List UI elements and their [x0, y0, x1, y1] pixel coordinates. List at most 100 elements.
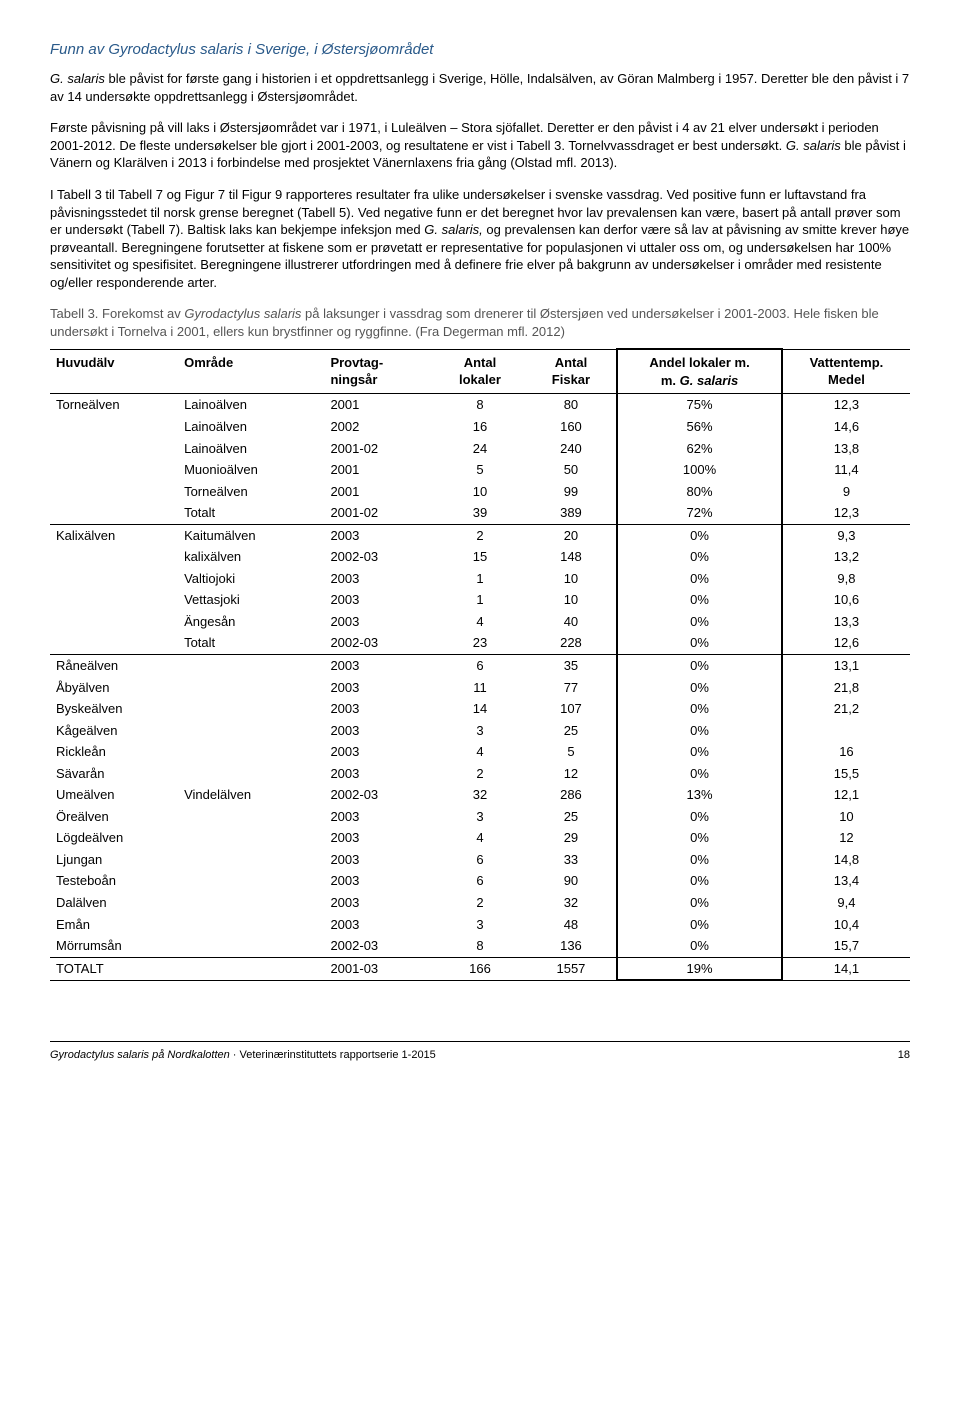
table-cell: 80% — [617, 481, 782, 503]
table-cell — [782, 720, 910, 742]
table-cell: Lögdeälven — [50, 827, 178, 849]
table-cell: 9 — [782, 481, 910, 503]
table-cell: 10 — [434, 481, 525, 503]
table-cell: 9,8 — [782, 568, 910, 590]
table-cell: 40 — [526, 611, 617, 633]
table-cell: 72% — [617, 502, 782, 524]
text: ble påvist for første gang i historien i… — [50, 71, 909, 104]
table-cell — [50, 459, 178, 481]
table-cell: 4 — [434, 741, 525, 763]
table-row: TorneälvenLainoälven200188075%12,3 — [50, 394, 910, 416]
table-cell: 2003 — [324, 741, 434, 763]
table-row: Råneälven20036350%13,1 — [50, 655, 910, 677]
table-cell: 0% — [617, 827, 782, 849]
table-cell: Byskeälven — [50, 698, 178, 720]
table-row: Lainoälven2001-022424062%13,8 — [50, 438, 910, 460]
table-cell: 1 — [434, 568, 525, 590]
table-cell: 2001 — [324, 459, 434, 481]
table-cell: 100% — [617, 459, 782, 481]
table-cell: 10 — [526, 589, 617, 611]
table-cell: Vindelälven — [178, 784, 324, 806]
table-cell: 5 — [526, 741, 617, 763]
table-cell: 11 — [434, 677, 525, 699]
table-cell: 13,2 — [782, 546, 910, 568]
table-cell — [178, 677, 324, 699]
table-cell: 2 — [434, 524, 525, 546]
table-row: Testeboån20036900%13,4 — [50, 870, 910, 892]
table-cell: Lainoälven — [178, 438, 324, 460]
table-row: UmeälvenVindelälven2002-033228613%12,1 — [50, 784, 910, 806]
table-cell: 2003 — [324, 806, 434, 828]
text: Tabell 3. Forekomst av — [50, 306, 184, 321]
table-header-cell: Antallokaler — [434, 349, 525, 394]
table-cell: 77 — [526, 677, 617, 699]
table-body: TorneälvenLainoälven200188075%12,3 Lainoä… — [50, 394, 910, 980]
table-cell: 2003 — [324, 611, 434, 633]
table-cell: Åbyälven — [50, 677, 178, 699]
table-cell: 13% — [617, 784, 782, 806]
table-header-cell: Område — [178, 349, 324, 394]
table-cell: 2003 — [324, 914, 434, 936]
table-header-row: HuvudälvOmrådeProvtag-ningsårAntallokale… — [50, 349, 910, 394]
table-row: Lögdeälven20034290%12 — [50, 827, 910, 849]
table-cell — [50, 632, 178, 654]
table-cell: 25 — [526, 806, 617, 828]
table-cell: 0% — [617, 849, 782, 871]
table-cell: Rickleån — [50, 741, 178, 763]
page-footer: Gyrodactylus salaris på Nordkalotten · V… — [50, 1041, 910, 1063]
table-cell: Ljungan — [50, 849, 178, 871]
table-cell: 6 — [434, 849, 525, 871]
table-row: Kågeälven20033250% — [50, 720, 910, 742]
table-cell: 0% — [617, 524, 782, 546]
table-cell: 2 — [434, 763, 525, 785]
table-cell: 8 — [434, 394, 525, 416]
table-cell: 0% — [617, 655, 782, 677]
table-cell: 2002 — [324, 416, 434, 438]
table-cell: 48 — [526, 914, 617, 936]
table-cell: 2003 — [324, 568, 434, 590]
table-cell: 4 — [434, 827, 525, 849]
table-cell: 0% — [617, 935, 782, 957]
table-cell: 0% — [617, 632, 782, 654]
table-cell: 13,3 — [782, 611, 910, 633]
table-cell: 2001 — [324, 481, 434, 503]
table-cell: Emån — [50, 914, 178, 936]
table-cell: 3 — [434, 914, 525, 936]
table-cell: 148 — [526, 546, 617, 568]
table-cell: 2003 — [324, 892, 434, 914]
table-cell: 0% — [617, 763, 782, 785]
species-name: G. salaris — [786, 138, 841, 153]
footer-title: Gyrodactylus salaris på Nordkalotten — [50, 1049, 230, 1061]
table-cell: 2002-03 — [324, 784, 434, 806]
table-cell — [50, 481, 178, 503]
table-cell: 0% — [617, 677, 782, 699]
table-cell: 107 — [526, 698, 617, 720]
table-row: kalixälven2002-03151480%13,2 — [50, 546, 910, 568]
table-cell — [178, 957, 324, 980]
table-cell: Umeälven — [50, 784, 178, 806]
table-row: Byskeälven2003141070%21,2 — [50, 698, 910, 720]
table-row: Mörrumsån2002-0381360%15,7 — [50, 935, 910, 957]
table-row: Totalt2002-03232280%12,6 — [50, 632, 910, 654]
table-cell: 62% — [617, 438, 782, 460]
table-cell: Torneälven — [50, 394, 178, 416]
table-cell: Mörrumsån — [50, 935, 178, 957]
table-cell: 15 — [434, 546, 525, 568]
table-cell: 166 — [434, 957, 525, 980]
table-cell: Vettasjoki — [178, 589, 324, 611]
table-cell: 35 — [526, 655, 617, 677]
table-cell: 9,3 — [782, 524, 910, 546]
table-cell: 32 — [434, 784, 525, 806]
table-cell — [50, 568, 178, 590]
table-cell: 228 — [526, 632, 617, 654]
text: Første påvisning på vill laks i Østersjø… — [50, 120, 879, 153]
table-cell: Dalälven — [50, 892, 178, 914]
table-cell: Totalt — [178, 502, 324, 524]
table-cell: 0% — [617, 611, 782, 633]
table-cell: 136 — [526, 935, 617, 957]
table-cell: 25 — [526, 720, 617, 742]
table-cell — [50, 416, 178, 438]
table-cell: Sävarån — [50, 763, 178, 785]
table-row: Muonioälven2001550100%11,4 — [50, 459, 910, 481]
table-cell: 12 — [526, 763, 617, 785]
